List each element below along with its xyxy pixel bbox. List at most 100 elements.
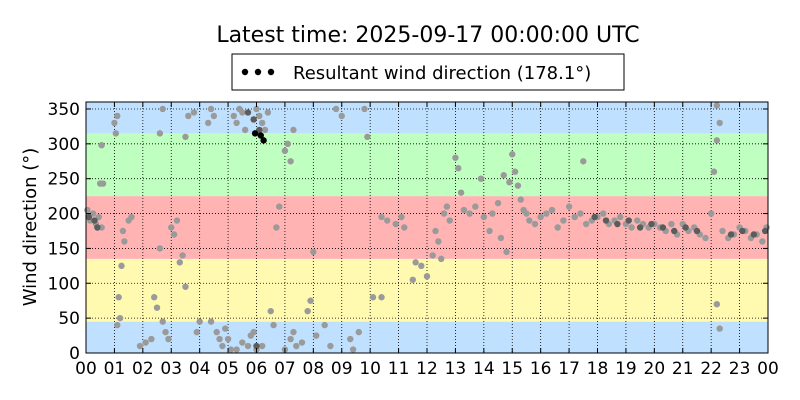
data-point [98, 142, 105, 149]
data-point [401, 224, 408, 231]
x-tick-label: 10 [359, 359, 381, 379]
x-tick-label: 07 [274, 359, 296, 379]
data-point [119, 227, 127, 235]
data-point [554, 224, 561, 231]
data-point [190, 109, 198, 116]
data-point [713, 137, 721, 144]
data-point [494, 199, 502, 207]
data-point [136, 342, 144, 350]
data-point [514, 182, 522, 189]
data-point [185, 112, 192, 120]
data-point [477, 175, 485, 182]
data-point [121, 238, 128, 245]
data-point [168, 224, 175, 231]
data-point [412, 259, 419, 266]
data-point [182, 133, 189, 141]
data-point [260, 137, 267, 144]
data-point [85, 213, 93, 221]
data-point [115, 294, 122, 301]
data-point [159, 318, 166, 325]
data-point [671, 227, 678, 235]
data-point [543, 210, 550, 217]
data-point [438, 255, 445, 263]
data-point [710, 168, 718, 175]
data-point [250, 116, 257, 123]
data-point [392, 220, 399, 228]
data-point [702, 234, 709, 242]
data-point [94, 224, 101, 231]
data-point [253, 105, 260, 113]
data-point [355, 328, 362, 336]
data-point [111, 119, 118, 127]
data-point [173, 217, 181, 224]
y-axis: 0 50 100 150 200 250 300 350 [48, 100, 768, 364]
data-point [384, 217, 391, 224]
data-points [84, 102, 770, 353]
data-point [577, 210, 584, 217]
data-point [452, 154, 459, 161]
data-point [298, 339, 306, 346]
data-point [457, 189, 465, 196]
data-point [290, 328, 297, 336]
data-point [91, 217, 98, 224]
data-point [455, 165, 462, 172]
data-point [239, 339, 246, 346]
data-point [118, 262, 125, 270]
data-point [327, 342, 334, 350]
x-tick-label: 02 [132, 359, 154, 379]
series-2 [251, 130, 267, 144]
data-point [472, 203, 479, 210]
y-tick-label: 350 [48, 100, 80, 120]
data-point [761, 227, 769, 235]
chart-title: Latest time: 2025-09-17 00:00:00 UTC [216, 23, 639, 48]
data-point [267, 307, 274, 315]
x-tick-label: 01 [104, 359, 126, 379]
data-point [256, 126, 263, 134]
y-tick-label: 200 [48, 205, 80, 225]
data-point [227, 346, 235, 353]
data-point [713, 300, 721, 308]
data-point [287, 335, 294, 343]
data-point [99, 180, 107, 187]
data-point [182, 283, 189, 290]
data-point [739, 227, 746, 235]
data-point [84, 206, 91, 214]
legend: Resultant wind direction (178.1°) [231, 53, 625, 91]
data-point [222, 325, 229, 332]
series-0 [84, 102, 770, 353]
data-point [398, 213, 405, 221]
y-tick-label: 50 [58, 309, 80, 329]
legend-label: Resultant wind direction (178.1°) [293, 63, 591, 84]
data-point [312, 332, 320, 339]
data-point [233, 119, 240, 127]
data-point [241, 126, 249, 134]
data-point [548, 206, 556, 214]
data-point [480, 213, 488, 221]
data-point [497, 234, 505, 242]
data-point [273, 224, 280, 231]
data-point [176, 259, 183, 266]
data-point [716, 325, 723, 332]
data-point [668, 220, 675, 228]
data-point [216, 335, 223, 343]
data-point [258, 119, 266, 127]
data-point [338, 112, 345, 120]
data-point [207, 105, 215, 113]
x-tick-label: 13 [445, 359, 467, 379]
data-point [151, 294, 158, 301]
data-point [423, 273, 431, 280]
data-point [500, 172, 507, 179]
data-point [276, 203, 283, 210]
data-point [261, 126, 269, 134]
data-point [361, 105, 368, 113]
data-point [179, 252, 186, 259]
data-point [257, 132, 264, 139]
data-point [759, 238, 766, 245]
data-point [466, 210, 473, 217]
data-point [565, 203, 573, 210]
data-point [244, 109, 252, 116]
x-tick-label: 16 [530, 359, 552, 379]
data-point [693, 227, 701, 235]
data-point [142, 339, 149, 346]
data-point [210, 112, 218, 120]
